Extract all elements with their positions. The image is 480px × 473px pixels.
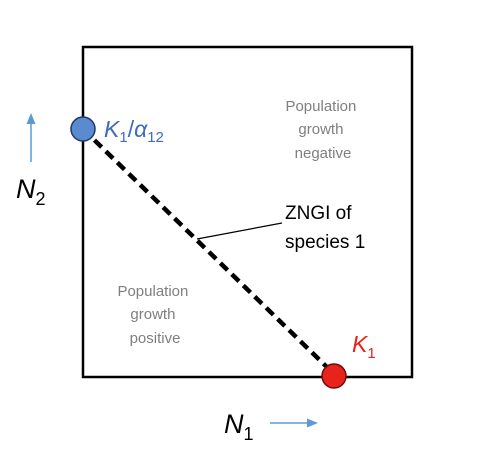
arrow-up-icon — [26, 113, 36, 162]
zngi-label-line-2: species 1 — [285, 232, 365, 253]
k1-label: K1 — [352, 331, 376, 362]
x-axis-label: N1 — [224, 409, 254, 444]
zngi-line — [81, 127, 336, 376]
region-negative-line-3: negative — [295, 145, 352, 162]
region-negative-line-2: growth — [298, 121, 343, 138]
zngi-label-line-1: ZNGI of — [285, 203, 352, 224]
k1-alpha12-k: K — [104, 116, 121, 142]
region-positive-line-3: positive — [130, 330, 181, 347]
region-negative-label: Population growth negative — [285, 98, 360, 162]
arrow-right-icon — [270, 418, 318, 428]
k1-alpha12-point — [70, 116, 96, 142]
k1-alpha12-alpha: α — [134, 116, 148, 142]
k1-alpha12-label: K1/α12 — [104, 116, 164, 146]
y-axis-label: N2 — [16, 174, 46, 209]
y-axis-symbol: N — [16, 174, 36, 204]
region-positive-label: Population growth positive — [117, 283, 192, 347]
region-negative-line-1: Population — [285, 98, 356, 115]
phase-plane-frame — [81, 45, 414, 379]
zngi-leader-line — [196, 222, 283, 240]
x-axis-symbol: N — [224, 409, 244, 439]
zngi-label: ZNGI of species 1 — [285, 203, 365, 253]
region-positive-line-2: growth — [130, 306, 175, 323]
x-axis-subscript: 1 — [244, 424, 254, 444]
region-positive-line-1: Population — [117, 283, 188, 300]
k1-symbol: K — [352, 331, 369, 357]
k1-alpha12-alpha-sub: 12 — [147, 129, 164, 146]
k1-alpha12-k-sub: 1 — [119, 129, 127, 146]
k1-alpha12-slash: / — [128, 116, 135, 142]
arrow-up-head — [26, 113, 36, 124]
k1-sub: 1 — [367, 345, 375, 362]
k1-point — [321, 363, 347, 389]
arrow-right-head — [307, 418, 318, 428]
y-axis-subscript: 2 — [36, 189, 46, 209]
